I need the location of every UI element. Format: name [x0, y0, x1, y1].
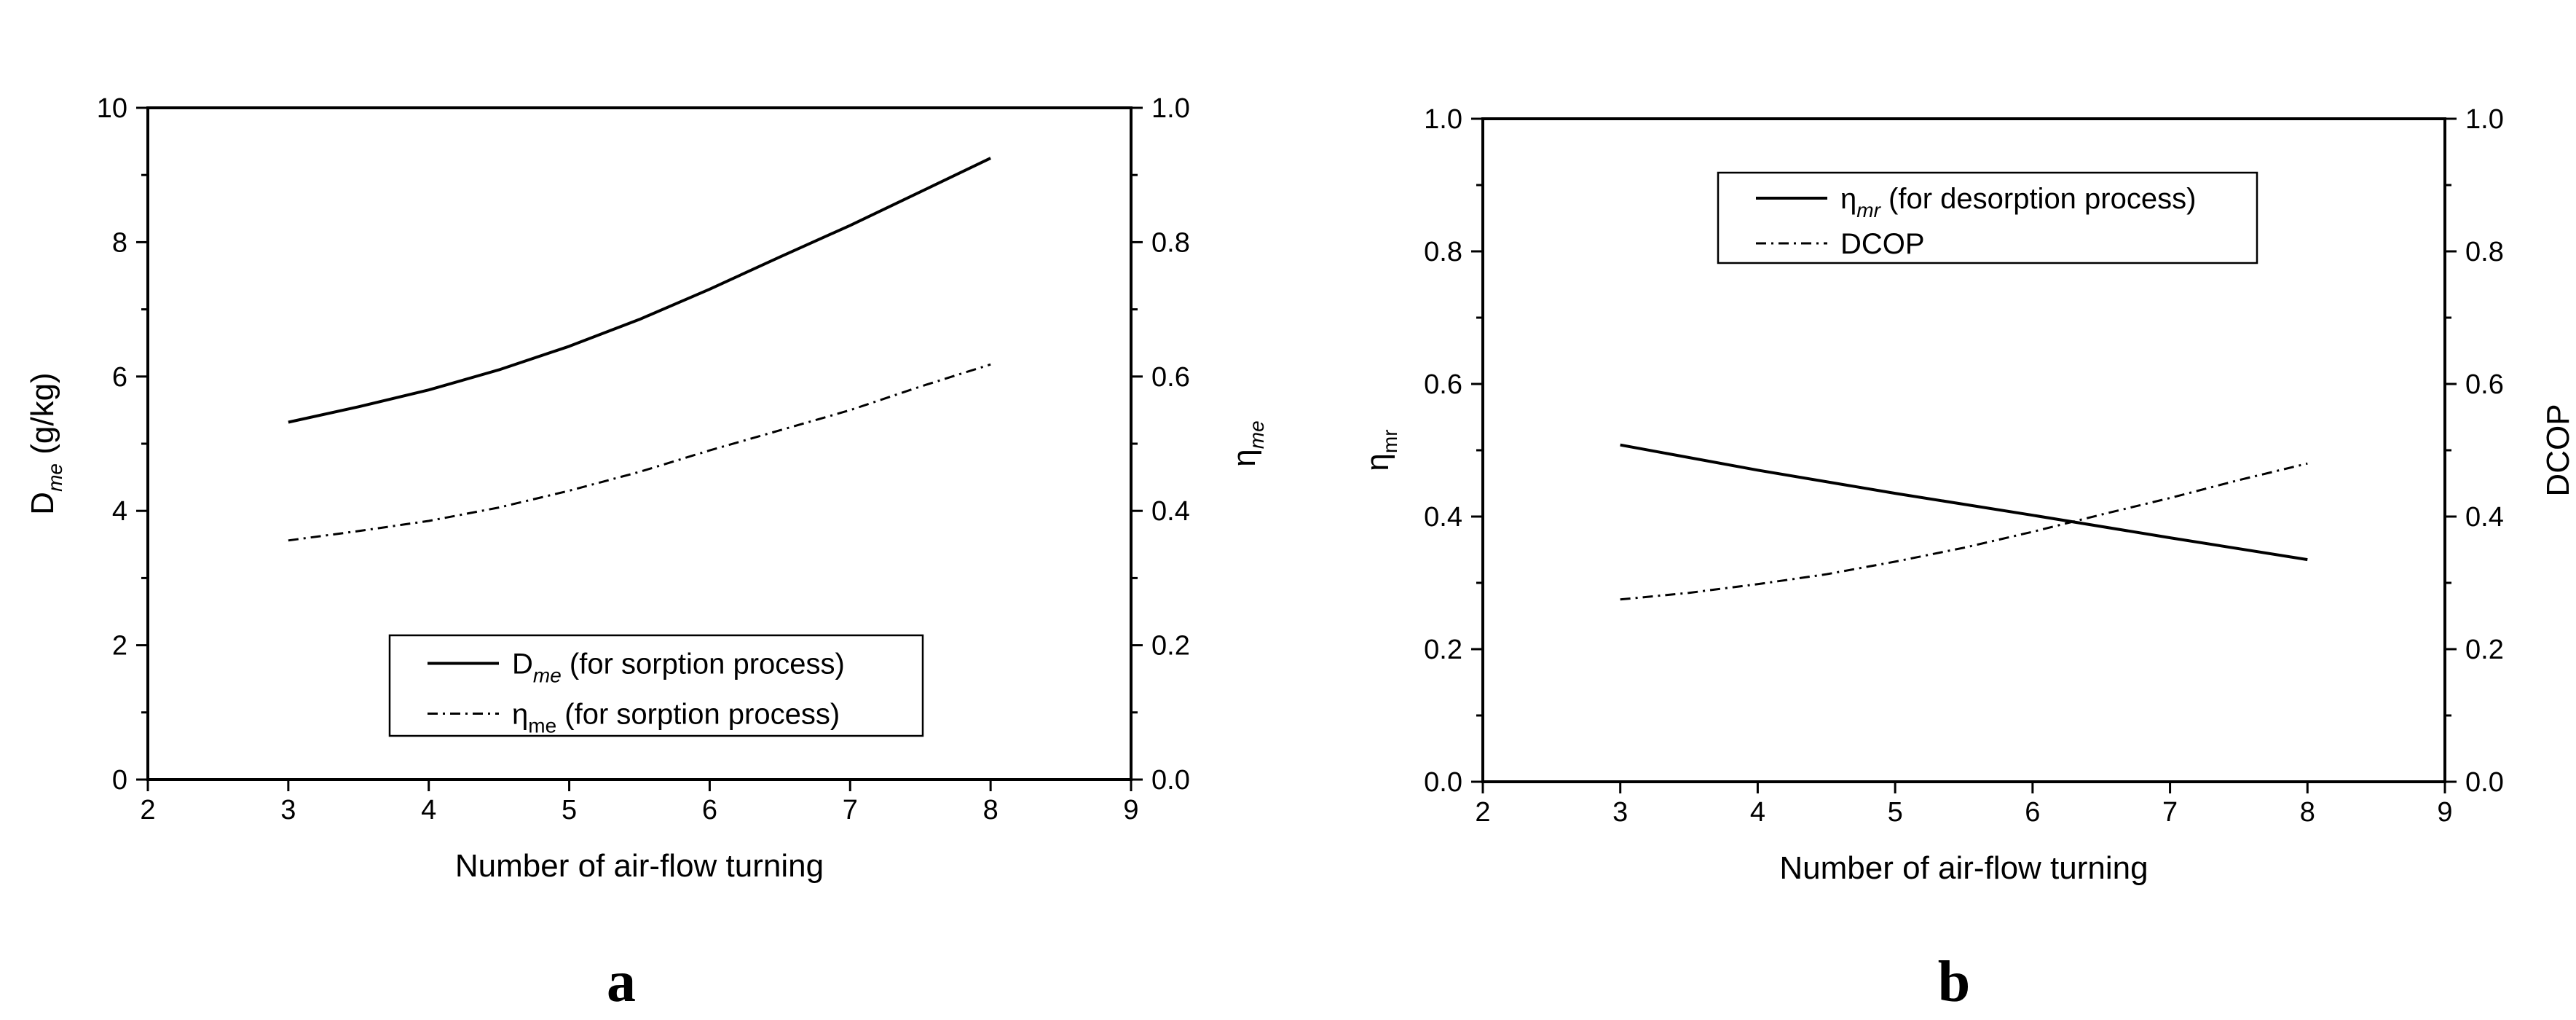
x-tick-label: 8 [2300, 797, 2315, 828]
y-left-axis-title: ηmr [1360, 429, 1401, 471]
legend-label-1: ηme (for sorption process) [512, 699, 840, 737]
legend-label-0-main: D [512, 648, 533, 680]
legend-label-1-rest: (for sorption process) [556, 699, 840, 731]
y-right-tick-label: 1.0 [2465, 104, 2504, 135]
legend-label-0-sub: mr [1856, 199, 1881, 221]
y-right-tick-label: 0.4 [1151, 496, 1190, 527]
y-left-tick-label: 0.6 [1424, 369, 1462, 400]
y-left-tick-label: 2 [112, 631, 127, 662]
y-right-axis-title-main: DCOP [2540, 404, 2576, 496]
legend-label-0-rest: (for desorption process) [1880, 183, 2197, 215]
legend: ηmr (for desorption process) DCOP [1717, 171, 2258, 264]
x-tick-label: 2 [140, 795, 155, 825]
x-axis-title: Number of air-flow turning [1779, 850, 2148, 886]
legend-label-0: ηmr (for desorption process) [1840, 183, 2196, 221]
y-left-tick-label: 6 [112, 362, 127, 393]
legend-label-0-rest: (for sorption process) [562, 648, 845, 680]
y-right-tick-label: 0.4 [2465, 502, 2504, 533]
x-tick-label: 9 [2437, 797, 2452, 828]
x-tick-label: 4 [421, 795, 436, 825]
x-tick-label: 4 [1750, 797, 1765, 828]
y-right-tick-label: 0.6 [2465, 369, 2504, 400]
y-left-axis-title-rest: (g/kg) [25, 372, 60, 463]
y-right-tick-label: 0.6 [1151, 362, 1190, 393]
panel-b: 2 3 4 5 6 7 8 9 0.0 0.2 0.4 0.6 0.8 1.0 0.0 0.2 0.4 0.6 0.… [1360, 104, 2576, 1014]
x-tick-label: 6 [702, 795, 717, 825]
y-left-tick-label: 1.0 [1424, 104, 1462, 135]
series-line-1 [288, 363, 991, 542]
y-left-tick-label: 0.2 [1424, 635, 1462, 665]
x-tick-label: 6 [2025, 797, 2040, 828]
y-left-tick-label: 0 [112, 765, 127, 796]
series-line-0 [288, 157, 991, 424]
x-tick-label: 5 [562, 795, 577, 825]
x-tick-label: 5 [1888, 797, 1903, 828]
y-left-axis-title-main: η [1360, 453, 1395, 471]
legend-label-0-sub: me [533, 664, 562, 687]
series-line-0 [1620, 443, 2308, 562]
x-tick-label: 7 [843, 795, 858, 825]
y-right-axis-title-main: η [1226, 449, 1262, 466]
y-right-tick-label: 0.2 [1151, 631, 1190, 662]
y-left-axis-title-sub: me [44, 463, 66, 492]
y-left-axis-title-sub: mr [1379, 429, 1401, 453]
panel-label: b [1938, 950, 1971, 1014]
legend-label-1-main: DCOP [1840, 228, 1925, 260]
y-left-tick-label: 0.4 [1424, 502, 1462, 533]
legend: Dme (for sorption process)ηme (for sorpt… [388, 634, 924, 737]
y-right-axis-title: ηme [1226, 420, 1268, 466]
y-left-tick-label: 8 [112, 227, 127, 258]
legend-label-1-sub: me [528, 715, 556, 737]
y-left-axis-title: Dme (g/kg) [25, 372, 66, 514]
y-right-axis-title: DCOP [2540, 404, 2576, 496]
x-tick-label: 2 [1475, 797, 1490, 828]
legend-label-1-main: η [512, 699, 528, 731]
legend-box [388, 634, 924, 737]
x-tick-label: 7 [2162, 797, 2178, 828]
y-right-tick-label: 1.0 [1151, 93, 1190, 124]
y-right-axis-title-sub: me [1245, 420, 1268, 449]
y-left-tick-label: 0.0 [1424, 767, 1462, 798]
y-right-tick-label: 0.8 [1151, 227, 1190, 258]
legend-label-1: DCOP [1840, 228, 1925, 260]
legend-label-0: Dme (for sorption process) [512, 648, 845, 687]
x-tick-label: 8 [983, 795, 999, 825]
panel-a: 2 3 4 5 6 7 8 902468100.00.20.40.60.81.0Number … [25, 93, 1268, 1014]
legend-box [1717, 171, 2258, 264]
y-right-tick-label: 0.8 [2465, 237, 2504, 267]
y-left-tick-label: 4 [112, 496, 127, 527]
y-right-tick-label: 0.2 [2465, 635, 2504, 665]
series-line-1 [1620, 462, 2308, 601]
x-tick-label: 3 [1612, 797, 1628, 828]
x-tick-label: 3 [280, 795, 296, 825]
legend-label-0-main: η [1840, 183, 1856, 215]
x-tick-label: 9 [1123, 795, 1138, 825]
y-left-tick-label: 0.8 [1424, 237, 1462, 267]
panel-label: a [607, 950, 636, 1014]
y-right-tick-label: 0.0 [2465, 767, 2504, 798]
x-axis-title: Number of air-flow turning [455, 848, 824, 884]
y-left-tick-label: 10 [97, 93, 127, 124]
y-left-axis-title-main: D [25, 492, 60, 515]
y-right-tick-label: 0.0 [1151, 765, 1190, 796]
